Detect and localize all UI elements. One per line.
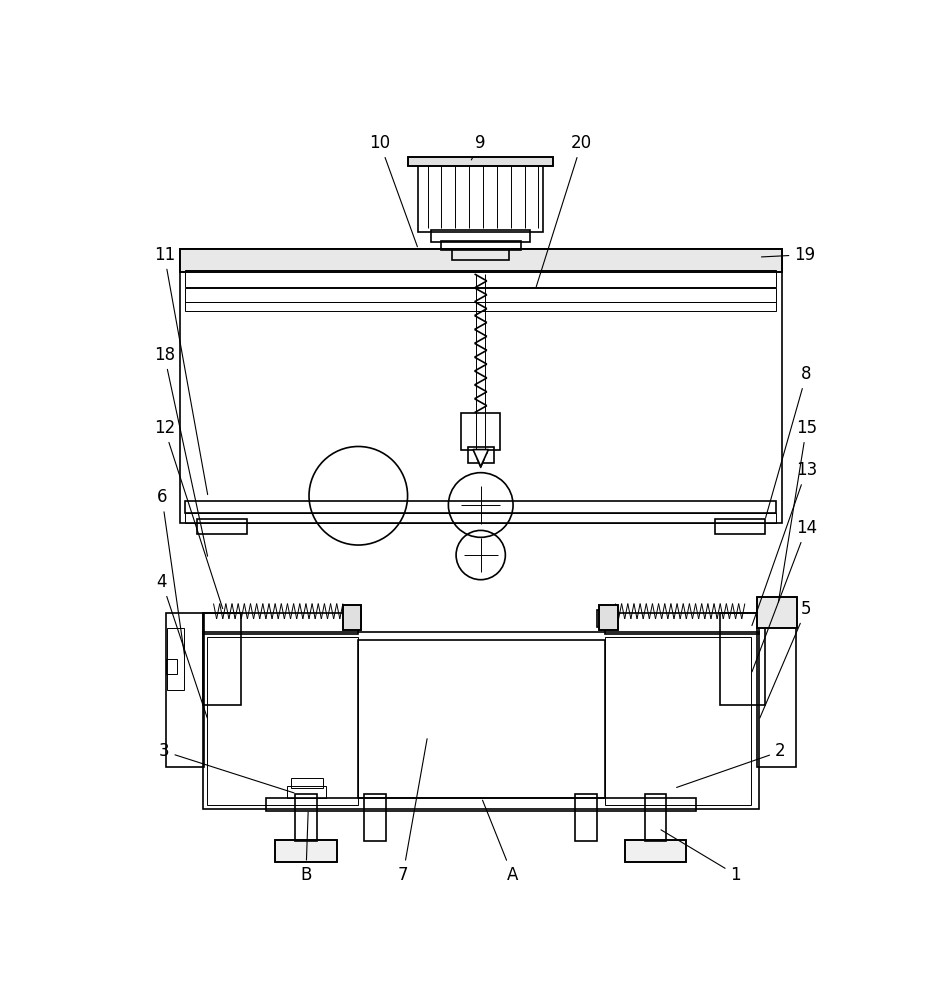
Bar (180, 249, 781, 523)
Bar (757, 597, 797, 628)
Text: 7: 7 (398, 739, 427, 884)
Bar (431, 230, 530, 242)
Text: 14: 14 (752, 519, 817, 672)
Bar (166, 659, 176, 674)
Bar (167, 628, 184, 690)
Bar (599, 605, 618, 630)
Bar (757, 597, 797, 628)
Bar (206, 637, 357, 805)
Bar (197, 519, 247, 534)
Bar (347, 610, 361, 627)
Text: A: A (482, 800, 518, 884)
Bar (625, 840, 687, 862)
Bar (185, 501, 777, 513)
Bar (599, 605, 618, 630)
Bar (452, 249, 509, 260)
Bar (625, 840, 687, 862)
Bar (597, 610, 611, 627)
Text: 19: 19 (762, 246, 815, 264)
Bar (203, 632, 759, 809)
Text: 5: 5 (760, 600, 811, 718)
Bar (720, 613, 764, 705)
Bar (291, 778, 323, 788)
Bar (468, 447, 493, 463)
Bar (275, 840, 337, 862)
Bar (408, 157, 553, 166)
Bar (358, 640, 605, 798)
Bar (203, 613, 241, 705)
Bar (180, 249, 781, 272)
Text: 18: 18 (154, 346, 207, 556)
Text: 15: 15 (779, 419, 817, 602)
Polygon shape (473, 450, 489, 466)
Bar (408, 157, 553, 166)
Text: 11: 11 (154, 246, 207, 495)
Bar (203, 613, 358, 634)
Bar (605, 637, 751, 805)
Text: 20: 20 (537, 134, 592, 287)
Bar (275, 840, 337, 862)
Bar (461, 413, 500, 450)
Bar (185, 513, 777, 523)
Bar (295, 794, 317, 841)
Text: 8: 8 (765, 365, 811, 518)
Text: 1: 1 (661, 830, 741, 884)
Text: B: B (300, 812, 311, 884)
Bar (185, 288, 777, 302)
Bar (287, 786, 326, 798)
Bar (418, 162, 543, 232)
Text: 3: 3 (159, 742, 294, 793)
Bar (757, 613, 795, 767)
Text: 2: 2 (676, 742, 785, 787)
Text: 13: 13 (752, 461, 817, 626)
Bar (605, 613, 759, 634)
Bar (343, 605, 361, 630)
Text: 10: 10 (370, 134, 417, 247)
Bar (185, 270, 777, 287)
Bar (180, 249, 781, 272)
Text: 12: 12 (154, 419, 222, 609)
Bar (442, 241, 521, 250)
Text: 4: 4 (157, 573, 207, 718)
Bar (265, 798, 696, 811)
Bar (166, 613, 204, 767)
Text: 9: 9 (471, 134, 486, 160)
Bar (715, 519, 764, 534)
Bar (575, 794, 597, 841)
Circle shape (764, 599, 791, 627)
Bar (365, 794, 386, 841)
Bar (185, 302, 777, 311)
Text: 6: 6 (157, 488, 185, 656)
Bar (343, 605, 361, 630)
Bar (644, 794, 666, 841)
